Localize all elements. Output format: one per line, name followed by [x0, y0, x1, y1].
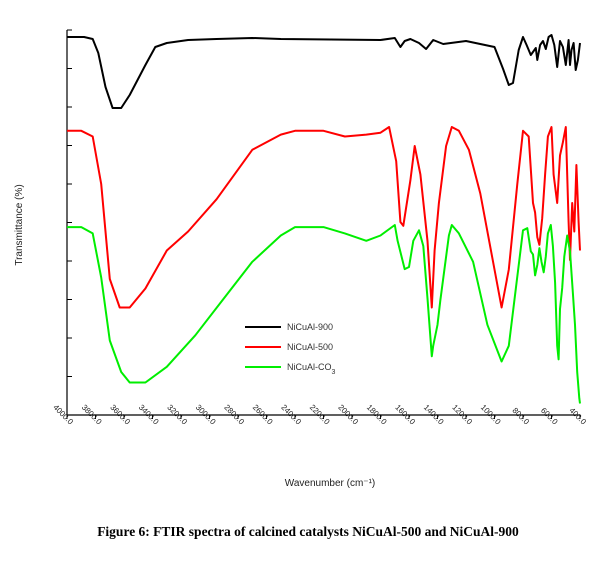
x-tick-label: 800.0: [510, 406, 531, 427]
ftir-chart: 4000.0 3800.0 3600.0 3400.0 3200.0 3000.0 2800…: [14, 29, 588, 489]
figure-caption: Figure 6: FTIR spectra of calcined catal…: [97, 524, 519, 539]
legend-label: NiCuAl-500: [287, 342, 333, 352]
y-axis-title: Transmittance (%): [14, 184, 25, 265]
x-axis-title: Wavenumber (cm⁻¹): [285, 478, 375, 489]
legend: NiCuAl-900 NiCuAl-500 NiCuAl-CO3: [245, 322, 336, 376]
series-layer: [67, 34, 581, 404]
series-line-nicual-co3: [67, 224, 581, 404]
x-tick-label: 600.0: [539, 406, 560, 427]
legend-label: NiCuAl-CO3: [287, 362, 336, 376]
legend-label: NiCuAl-900: [287, 322, 333, 332]
series-line-nicual-500: [67, 126, 581, 309]
x-tick-label: 400.0: [567, 406, 588, 427]
series-line-nicual-900: [67, 34, 581, 109]
